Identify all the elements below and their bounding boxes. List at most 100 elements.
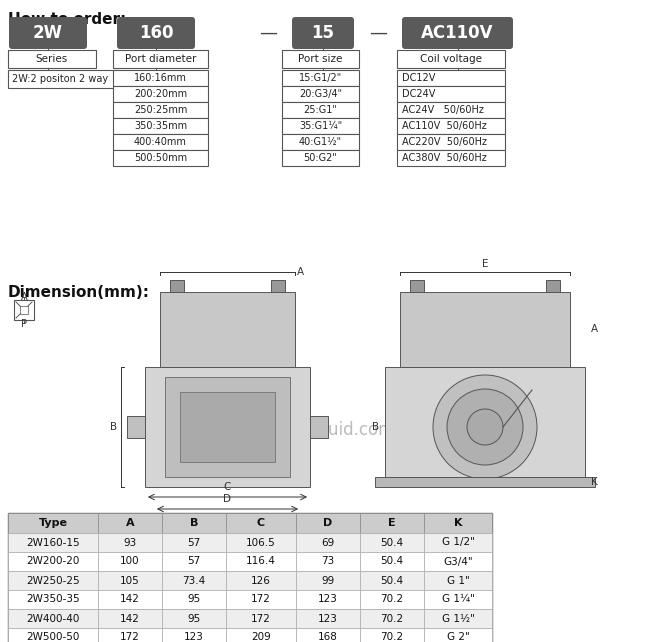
Bar [296,571,360,590]
Text: 2W200-20: 2W200-20 [26,557,80,566]
Text: 116.4: 116.4 [246,557,276,566]
Text: 73.4: 73.4 [183,575,205,586]
Text: AC110V  50/60Hz: AC110V 50/60Hz [402,121,487,131]
Bar [546,280,560,292]
Bar [310,416,328,438]
Text: A: A [125,518,135,528]
Bar [8,513,98,533]
Bar [360,533,424,552]
Bar [282,150,359,166]
Text: A: A [296,267,304,277]
Text: Coil voltage: Coil voltage [420,54,482,64]
FancyBboxPatch shape [9,17,87,49]
Bar [162,609,226,628]
Bar [296,609,360,628]
Text: AC110V: AC110V [421,24,494,42]
Text: 200:20mm: 200:20mm [134,89,187,99]
Text: 142: 142 [120,614,140,623]
Text: G 1¼": G 1¼" [441,594,474,605]
Bar [424,590,492,609]
Bar [113,50,208,68]
Text: G 2": G 2" [447,632,469,642]
Bar [165,377,290,477]
Text: Series: Series [36,54,68,64]
Bar [226,609,296,628]
Text: 2W250-25: 2W250-25 [26,575,80,586]
Bar [8,50,96,68]
Bar [8,609,98,628]
Text: 500:50mm: 500:50mm [134,153,187,163]
Text: 160:16mm: 160:16mm [134,73,187,83]
Bar [113,102,208,118]
Bar [296,513,360,533]
Bar [397,50,505,68]
FancyBboxPatch shape [402,17,513,49]
Text: 35:G1¼": 35:G1¼" [299,121,342,131]
FancyBboxPatch shape [117,17,195,49]
Text: 95: 95 [187,594,201,605]
Bar [145,367,310,487]
Bar [8,628,98,642]
Text: B: B [372,422,379,432]
Text: 142: 142 [120,594,140,605]
Bar [98,590,162,609]
Circle shape [447,389,523,465]
Text: AC380V  50/60Hz: AC380V 50/60Hz [402,153,487,163]
Bar [282,102,359,118]
Text: —: — [259,24,277,42]
Bar [397,86,505,102]
Bar [113,150,208,166]
Text: B: B [190,518,198,528]
Text: G 1½": G 1½" [441,614,474,623]
Text: 50.4: 50.4 [380,575,404,586]
Bar [162,628,226,642]
Bar [8,533,98,552]
Bar [170,280,184,292]
Text: 70.2: 70.2 [380,614,404,623]
Bar [400,292,570,367]
Bar [424,628,492,642]
Bar [226,552,296,571]
Bar [226,513,296,533]
Text: Dimension(mm):: Dimension(mm): [8,285,150,300]
Bar [162,533,226,552]
Text: How to order:: How to order: [8,12,126,27]
Text: 160: 160 [138,24,174,42]
Text: 50.4: 50.4 [380,537,404,548]
Bar [162,590,226,609]
Text: 70.2: 70.2 [380,594,404,605]
Bar [113,118,208,134]
Bar [127,416,145,438]
Bar [226,533,296,552]
Text: 209: 209 [251,632,271,642]
Bar [14,300,34,320]
Text: G3/4": G3/4" [443,557,473,566]
Text: 105: 105 [120,575,140,586]
Bar [282,70,359,86]
Bar [162,513,226,533]
Bar [8,70,118,88]
Bar [20,306,28,314]
Text: C: C [224,482,231,492]
Text: P: P [21,319,27,329]
Text: 25:G1": 25:G1" [304,105,337,115]
Bar [296,533,360,552]
Bar [360,609,424,628]
Bar [424,513,492,533]
Text: 95: 95 [187,614,201,623]
Text: DC12V: DC12V [402,73,436,83]
Text: 400:40mm: 400:40mm [134,137,187,147]
Text: 123: 123 [318,614,338,623]
Text: 2W160-15: 2W160-15 [26,537,80,548]
Text: 99: 99 [321,575,335,586]
Bar [360,552,424,571]
Bar [296,628,360,642]
Bar [8,590,98,609]
Text: DC24V: DC24V [402,89,436,99]
Text: —: — [369,24,387,42]
Text: 57: 57 [187,557,201,566]
Circle shape [467,409,503,445]
Bar [397,150,505,166]
Text: 250:25mm: 250:25mm [134,105,187,115]
Text: 40:G1½": 40:G1½" [299,137,342,147]
